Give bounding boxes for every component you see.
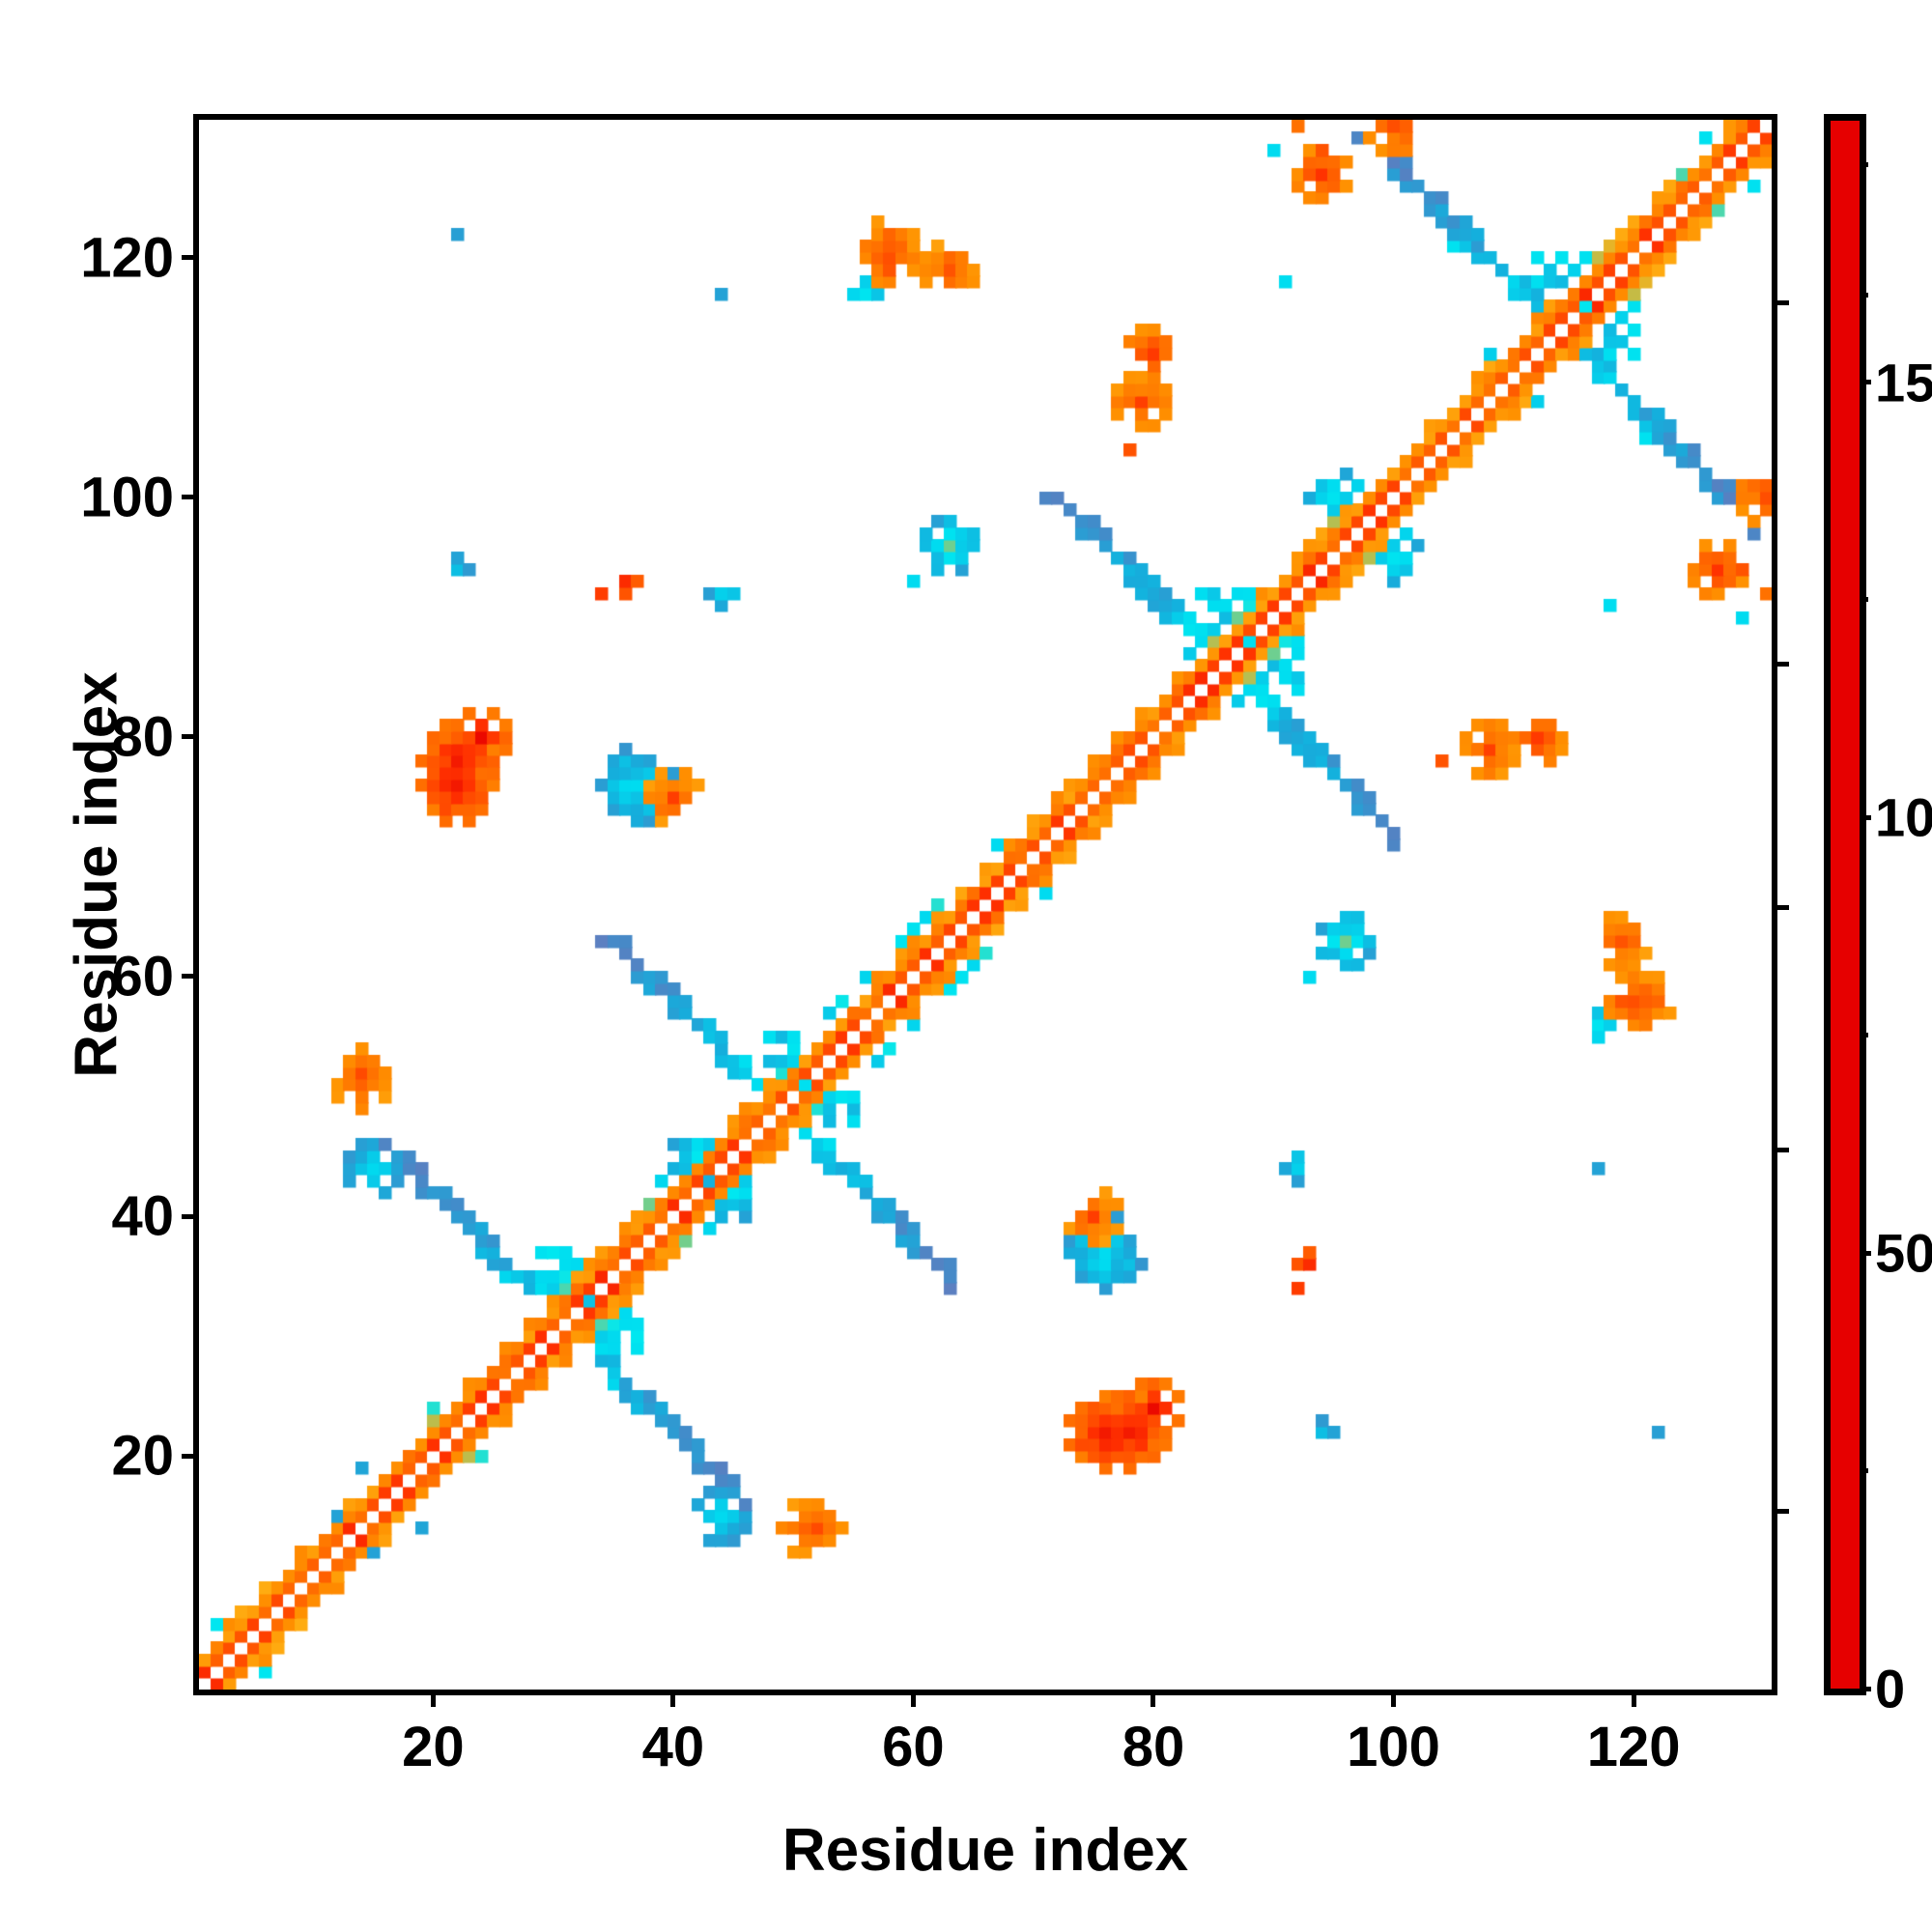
- x-tick-label: 80: [1122, 1716, 1185, 1778]
- colorbar-gradient: [1831, 121, 1860, 1689]
- x-tick-mark: [1631, 1690, 1636, 1707]
- y-tick-mark: [182, 734, 199, 740]
- colorbar-tick-label: 150: [1875, 352, 1932, 412]
- colorbar-tick-label: 0: [1875, 1658, 1906, 1719]
- x-tick-label: 60: [882, 1716, 945, 1778]
- colorbar-tick-mark: [1860, 814, 1871, 820]
- plot-right-tick: [1772, 904, 1789, 910]
- y-tick-mark: [182, 1213, 199, 1219]
- colorbar-minor-tick: [1860, 1468, 1868, 1474]
- colorbar: 0 50 100 150: [1824, 114, 1932, 1719]
- colorbar-tick-mark: [1860, 380, 1871, 384]
- heatmap-plot-area: 20 40 60 80 100 120 20 40 60 80 100 120: [80, 114, 1789, 1778]
- colorbar-tick-label: 50: [1875, 1222, 1932, 1284]
- heatmap-canvas: [199, 120, 1772, 1690]
- x-tick-label: 100: [1347, 1716, 1440, 1778]
- x-axis-title: Residue index: [781, 1817, 1189, 1884]
- x-tick-mark: [1151, 1690, 1156, 1707]
- x-tick-mark: [1391, 1690, 1397, 1707]
- colorbar-tick-mark: [1860, 1686, 1871, 1691]
- colorbar-tick-label: 100: [1875, 786, 1932, 848]
- y-tick-mark: [182, 495, 199, 500]
- x-tick-mark: [910, 1690, 916, 1707]
- plot-right-tick: [1772, 661, 1789, 667]
- x-tick-label: 40: [641, 1716, 705, 1778]
- y-tick-label: 120: [80, 226, 174, 290]
- x-tick-label: 20: [402, 1716, 465, 1778]
- y-tick-label: 60: [111, 945, 174, 1009]
- y-tick-mark: [182, 255, 199, 261]
- x-tick-mark: [430, 1690, 436, 1707]
- y-tick-label: 40: [111, 1184, 174, 1248]
- y-tick-label: 20: [111, 1424, 174, 1488]
- colorbar-minor-tick: [1860, 161, 1868, 167]
- x-tick-label: 120: [1586, 1716, 1681, 1778]
- plot-right-tick: [1772, 1148, 1789, 1153]
- y-tick-mark: [182, 974, 199, 980]
- y-axis-title: Residue index: [63, 671, 130, 1078]
- plot-right-tick: [1772, 1509, 1789, 1515]
- y-tick-label: 80: [111, 705, 174, 769]
- colorbar-minor-tick: [1860, 597, 1868, 603]
- colorbar-tick-mark: [1860, 1250, 1871, 1256]
- colorbar-minor-tick: [1860, 1033, 1868, 1038]
- y-tick-label: 100: [80, 466, 174, 529]
- plot-right-tick: [1772, 299, 1789, 305]
- y-tick-mark: [182, 1453, 199, 1459]
- colorbar-minor-tick: [1860, 292, 1868, 298]
- x-tick-mark: [670, 1690, 676, 1707]
